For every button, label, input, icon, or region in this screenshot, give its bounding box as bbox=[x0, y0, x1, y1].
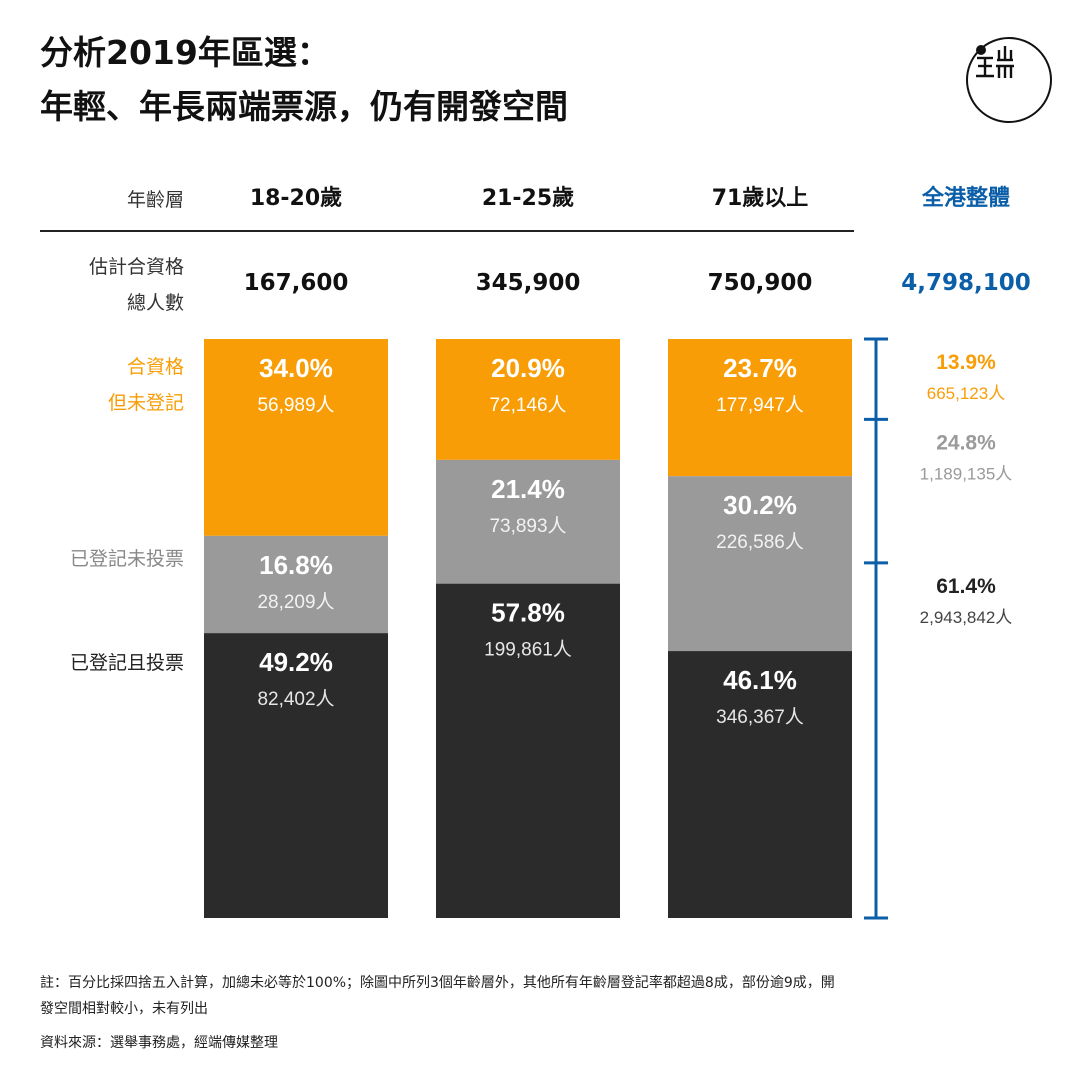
overall-count-registered_not_voted: 1,189,135人 bbox=[920, 464, 1013, 483]
data-label-unregistered-2: 20.9% bbox=[491, 353, 565, 383]
data-label-voted-2: 57.8% bbox=[491, 598, 565, 628]
footnote-line1: 註：百分比採四捨五入計算，加總未必等於100%；除圖中所列3個年齡層外，其他所有… bbox=[40, 975, 835, 991]
data-label-unregistered-3: 23.7% bbox=[723, 353, 797, 383]
chart-title-line2: 年輕、年長兩端票源，仍有開發空間 bbox=[40, 87, 568, 126]
overall-count-unregistered: 665,123人 bbox=[927, 384, 1005, 403]
total-row-label-line1: 估計合資格 bbox=[88, 256, 184, 278]
count-label-unregistered-3: 177,947人 bbox=[716, 394, 804, 416]
header-divider bbox=[40, 230, 854, 232]
count-label-unregistered-2: 72,146人 bbox=[489, 394, 566, 416]
bar-voted-2 bbox=[436, 583, 620, 918]
bar-registered_not_voted-2 bbox=[436, 459, 620, 584]
count-label-registered_not_voted-2: 73,893人 bbox=[489, 515, 566, 537]
data-label-voted-1: 49.2% bbox=[259, 647, 333, 677]
count-label-registered_not_voted-3: 226,586人 bbox=[716, 531, 804, 553]
legend-voted: 已登記且投票 bbox=[69, 652, 184, 674]
chart-title-line1: 分析2019年區選： bbox=[40, 33, 330, 72]
category-total-1: 167,600 bbox=[243, 270, 349, 296]
bar-voted-1 bbox=[204, 633, 388, 918]
overall-label-unregistered: 13.9% bbox=[936, 351, 996, 374]
data-label-registered_not_voted-3: 30.2% bbox=[723, 490, 797, 520]
legend-unregistered-line2: 但未登記 bbox=[107, 392, 184, 414]
category-header-3: 71歲以上 bbox=[711, 186, 809, 211]
count-label-unregistered-1: 56,989人 bbox=[257, 394, 334, 416]
overall-label-voted: 61.4% bbox=[936, 575, 996, 598]
footnote-line2: 發空間相對較小，未有列出 bbox=[40, 1001, 208, 1017]
brand-logo-icon bbox=[966, 37, 1052, 123]
overall-count-voted: 2,943,842人 bbox=[920, 608, 1013, 627]
data-label-voted-3: 46.1% bbox=[723, 665, 797, 695]
overall-label-registered_not_voted: 24.8% bbox=[936, 431, 996, 454]
data-label-registered_not_voted-2: 21.4% bbox=[491, 474, 565, 504]
bar-voted-3 bbox=[668, 651, 852, 918]
bar-unregistered-3 bbox=[668, 339, 852, 477]
legend-unregistered-line1: 合資格 bbox=[126, 356, 184, 378]
bar-unregistered-2 bbox=[436, 339, 620, 460]
count-label-registered_not_voted-1: 28,209人 bbox=[257, 591, 334, 613]
bar-registered_not_voted-3 bbox=[668, 476, 852, 652]
category-total-3: 750,900 bbox=[707, 270, 813, 296]
overall-header: 全港整體 bbox=[921, 186, 1010, 211]
data-label-unregistered-1: 34.0% bbox=[259, 353, 333, 383]
count-label-voted-3: 346,367人 bbox=[716, 706, 804, 728]
count-label-voted-1: 82,402人 bbox=[257, 688, 334, 710]
age-row-label: 年齡層 bbox=[126, 189, 184, 211]
count-label-voted-2: 199,861人 bbox=[484, 639, 572, 661]
category-total-2: 345,900 bbox=[475, 270, 581, 296]
bar-unregistered-1 bbox=[204, 339, 388, 536]
category-header-2: 21-25歲 bbox=[481, 186, 575, 211]
overall-total: 4,798,100 bbox=[901, 270, 1031, 296]
bar-registered_not_voted-1 bbox=[204, 535, 388, 634]
data-label-registered_not_voted-1: 16.8% bbox=[259, 550, 333, 580]
legend-registered-not-voted: 已登記未投票 bbox=[69, 548, 184, 570]
source-note: 資料來源：選舉事務處，經端傳媒整理 bbox=[40, 1035, 278, 1051]
total-row-label-line2: 總人數 bbox=[126, 292, 184, 314]
category-header-1: 18-20歲 bbox=[249, 186, 343, 211]
